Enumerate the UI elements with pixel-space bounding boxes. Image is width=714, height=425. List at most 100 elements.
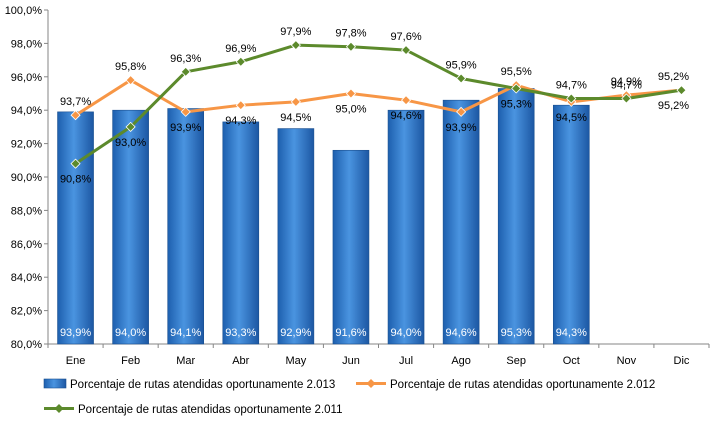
y-tick-label: 82,0% xyxy=(11,306,42,318)
bar xyxy=(552,104,590,345)
y-tick-label: 96,0% xyxy=(11,72,42,84)
bar-value-label: 94,0% xyxy=(115,327,146,339)
y-tick-label: 80,0% xyxy=(11,339,42,351)
x-axis: Ene Feb Mar Abr May Jun Jul Ago Sep Oct Nov Dic xyxy=(47,343,710,367)
x-tick-label: Jul xyxy=(399,355,413,367)
legend-item: Porcentaje de rutas atendidas oportuname… xyxy=(44,404,342,416)
x-tick-label: Abr xyxy=(232,355,249,367)
series-2011-marker xyxy=(511,83,522,94)
series-2012-value-label: 93,9% xyxy=(170,122,201,134)
series-2011-marker xyxy=(676,85,687,96)
series-2011-value-label: 95,3% xyxy=(501,98,532,110)
series-2012-value-label: 94,9% xyxy=(611,76,642,88)
x-tick-label: Jun xyxy=(342,355,360,367)
x-tick-label: Nov xyxy=(617,355,637,367)
series-2012-value-label: 95,2% xyxy=(658,100,689,112)
series-2011-marker xyxy=(125,121,136,132)
y-tick-label: 94,0% xyxy=(11,105,42,117)
bar-value-label: 94,1% xyxy=(170,327,201,339)
bar-value-label: 92,9% xyxy=(280,327,311,339)
series-2012-value-label: 95,8% xyxy=(115,61,146,73)
legend-label: Porcentaje de rutas atendidas oportuname… xyxy=(390,379,655,391)
series-2011-value-label: 97,8% xyxy=(335,28,366,40)
data-labels: 93,7% 95,8% 93,9% 94,3% 94,5% 95,0% 94,6% 93,9%… xyxy=(60,26,689,186)
series-2011-marker xyxy=(235,56,246,67)
series-2011-marker xyxy=(70,158,81,169)
bar xyxy=(222,121,260,345)
series-2012-marker xyxy=(125,75,136,86)
bar-value-label: 94,0% xyxy=(390,327,421,339)
series-2011-marker xyxy=(180,66,191,77)
series-2012-marker xyxy=(180,106,191,117)
series-2012-value-label: 95,5% xyxy=(501,66,532,78)
series-2012-line xyxy=(74,78,682,117)
legend-swatch-bar xyxy=(43,378,67,389)
bar xyxy=(112,109,149,345)
bar xyxy=(167,108,205,345)
bar-value-label: 94,3% xyxy=(556,327,587,339)
legend: Porcentaje de rutas atendidas oportuname… xyxy=(43,378,655,416)
series-2012-value-label: 94,6% xyxy=(390,110,421,122)
legend-item: Porcentaje de rutas atendidas oportuname… xyxy=(43,378,335,391)
series-2011-value-label: 94,7% xyxy=(556,80,587,92)
series-2012-value-label: 95,0% xyxy=(335,104,366,116)
x-tick-label: Feb xyxy=(121,355,140,367)
series-2011-value-label: 96,3% xyxy=(170,53,201,65)
series-2011-value-label: 97,9% xyxy=(280,26,311,38)
series-2011-value-label: 90,8% xyxy=(60,174,91,186)
x-tick-label: Oct xyxy=(563,355,580,367)
series-2011-marker xyxy=(290,40,301,51)
series-2012-value-label: 93,7% xyxy=(60,96,91,108)
y-tick-label: 88,0% xyxy=(11,205,42,217)
series-2011-value-label: 95,2% xyxy=(658,71,689,83)
series-2012-marker xyxy=(70,110,81,121)
x-tick-label: May xyxy=(285,355,306,367)
series-2011-marker xyxy=(345,41,357,52)
x-tick-label: Mar xyxy=(176,355,195,367)
x-tick-label: Ene xyxy=(66,355,86,367)
series-2011-marker xyxy=(566,93,577,104)
y-tick-label: 100,0% xyxy=(5,5,43,17)
legend-label: Porcentaje de rutas atendidas oportuname… xyxy=(78,404,342,416)
bar xyxy=(442,99,480,345)
legend-label: Porcentaje de rutas atendidas oportuname… xyxy=(70,379,335,391)
series-2012-value-label: 94,3% xyxy=(225,115,256,127)
legend-swatch-marker xyxy=(54,404,64,413)
bar xyxy=(57,111,94,345)
line-series xyxy=(70,40,687,169)
bar xyxy=(387,109,425,345)
legend-swatch-marker xyxy=(366,379,376,388)
y-tick-label: 92,0% xyxy=(11,139,42,151)
bar-value-label: 95,3% xyxy=(501,327,532,339)
y-axis: 80,0% 82,0% 84,0% 86,0% 88,0% 90,0% 92,0% 94,0%… xyxy=(5,5,49,351)
series-2011-marker xyxy=(400,45,412,56)
series-2011-value-label: 94,7% xyxy=(611,80,642,92)
series-2012-marker xyxy=(400,95,412,106)
y-tick-label: 84,0% xyxy=(11,272,42,284)
series-2012-value-label: 94,5% xyxy=(280,112,311,124)
legend-item: Porcentaje de rutas atendidas oportuname… xyxy=(356,379,655,391)
y-tick-label: 98,0% xyxy=(11,38,42,50)
y-tick-label: 90,0% xyxy=(11,172,42,184)
bar-value-label: 94,6% xyxy=(446,327,477,339)
bar xyxy=(332,149,370,345)
series-2011-value-label: 97,6% xyxy=(390,31,421,43)
bar-value-label: 93,9% xyxy=(60,327,91,339)
x-tick-label: Sep xyxy=(506,355,526,367)
series-2011-value-label: 96,9% xyxy=(225,43,256,55)
series-2012-marker xyxy=(235,100,246,111)
x-tick-label: Ago xyxy=(451,355,471,367)
bar-value-label: 91,6% xyxy=(335,327,366,339)
bar-value-label: 93,3% xyxy=(225,327,256,339)
series-2012-marker xyxy=(456,106,467,117)
series-2011-marker xyxy=(621,93,632,104)
bar xyxy=(497,88,535,345)
series-2011-value-label: 93,0% xyxy=(115,137,146,149)
series-2011-line xyxy=(74,43,682,165)
series-2012-value-label: 93,9% xyxy=(446,122,477,134)
bar-series: 93,9% 94,0% 94,1% 93,3% 92,9% 91,6% 94,0% 94,6%… xyxy=(57,88,590,345)
y-tick-label: 86,0% xyxy=(11,239,42,251)
series-2012-marker xyxy=(345,88,357,99)
series-2012-marker xyxy=(290,96,301,107)
